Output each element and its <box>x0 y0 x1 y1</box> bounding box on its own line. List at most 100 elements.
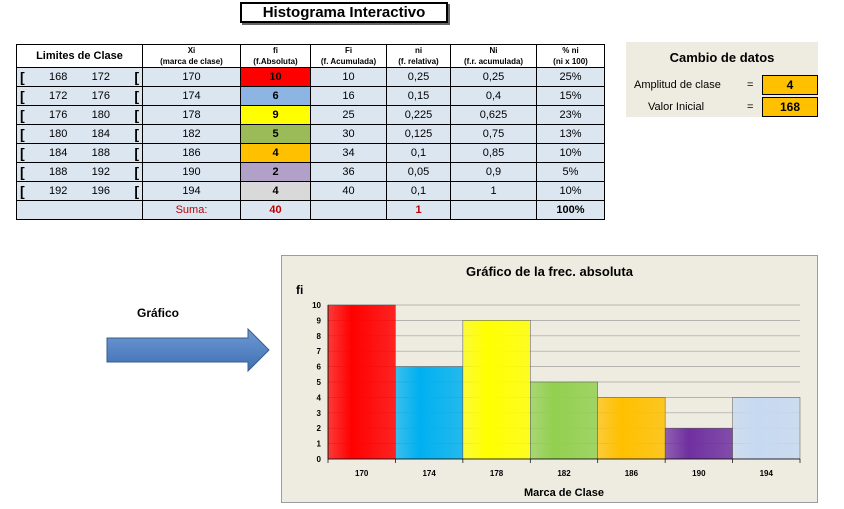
class-limits-cell: [184 188 [ <box>16 143 143 163</box>
amplitud-row: Amplitud de clase = 4 <box>626 75 818 95</box>
header-fi: fi (f.Absoluta) <box>240 44 311 68</box>
inicial-row: Valor Inicial = 168 <box>626 97 818 117</box>
xi-cell: 178 <box>142 105 241 125</box>
class-limits-cell: [180 184 [ <box>16 124 143 144</box>
lower-limit: 176 <box>48 109 68 121</box>
lower-limit: 180 <box>48 128 68 140</box>
sum-label: Suma: <box>142 200 241 220</box>
upper-limit: 180 <box>91 109 111 121</box>
xi-cell: 190 <box>142 162 241 182</box>
bracket: [ <box>20 88 25 104</box>
table-row: [172 176 [174 6 16 0,15 0,4 15% <box>16 86 605 106</box>
Ni-cell: 0,25 <box>450 67 537 87</box>
bar <box>664 427 733 460</box>
header-pct: % ni (ni x 100) <box>536 44 605 68</box>
pct-cell: 13% <box>536 124 605 144</box>
header-xi: Xi (marca de clase) <box>142 44 241 68</box>
class-limits-cell: [192 196 [ <box>16 181 143 201</box>
bracket: [ <box>134 164 139 180</box>
header-Fi: Fi (f. Acumulada) <box>310 44 387 68</box>
Ni-cell: 1 <box>450 181 537 201</box>
y-tick-label: 7 <box>317 347 322 356</box>
Fi-cell: 25 <box>310 105 387 125</box>
pct-cell: 10% <box>536 143 605 163</box>
change-data-title: Cambio de datos <box>669 50 775 65</box>
ni-cell: 0,225 <box>386 105 451 125</box>
frequency-table: Limites de Clase Xi (marca de clase) fi (f… <box>16 44 605 220</box>
Ni-cell: 0,75 <box>450 124 537 144</box>
class-limits-cell: [176 180 [ <box>16 105 143 125</box>
fi-cell: 2 <box>240 162 311 182</box>
bracket: [ <box>134 183 139 199</box>
upper-limit: 176 <box>91 90 111 102</box>
sum-pct: 100% <box>536 200 605 220</box>
histogram-chart: Gráfico de la frec. absoluta 0 1 2 3 4 5 6 7 8 9 1… <box>281 255 818 503</box>
Fi-cell: 40 <box>310 181 387 201</box>
bracket: [ <box>134 145 139 161</box>
table-row: [180 184 [182 5 30 0,125 0,75 13% <box>16 124 605 144</box>
x-tick-label: 194 <box>760 469 774 478</box>
bracket: [ <box>20 183 25 199</box>
ni-cell: 0,05 <box>386 162 451 182</box>
bar <box>462 320 531 460</box>
pct-cell: 15% <box>536 86 605 106</box>
bar <box>732 397 801 460</box>
chart-title: Gráfico de la frec. absoluta <box>466 264 633 279</box>
ni-cell: 0,1 <box>386 143 451 163</box>
xi-cell: 182 <box>142 124 241 144</box>
Ni-cell: 0,4 <box>450 86 537 106</box>
pct-cell: 25% <box>536 67 605 87</box>
pct-cell: 10% <box>536 181 605 201</box>
change-data-panel: Cambio de datos Amplitud de clase = 4 Va… <box>626 42 818 117</box>
sum-spacer <box>16 200 143 220</box>
Ni-cell: 0,85 <box>450 143 537 163</box>
y-tick-label: 9 <box>317 316 322 325</box>
header-Ni: Ni (f.r. acumulada) <box>450 44 537 68</box>
class-limits-cell: [168 172 [ <box>16 67 143 87</box>
amplitud-label: Amplitud de clase <box>634 79 721 91</box>
upper-limit: 196 <box>91 185 111 197</box>
bracket: [ <box>20 107 25 123</box>
table-row: [184 188 [186 4 34 0,1 0,85 10% <box>16 143 605 163</box>
x-axis-label: Marca de Clase <box>524 487 604 499</box>
upper-limit: 188 <box>91 147 111 159</box>
ni-cell: 0,125 <box>386 124 451 144</box>
page-title: Histograma Interactivo <box>240 2 448 23</box>
sum-ni: 1 <box>386 200 451 220</box>
bracket: [ <box>134 88 139 104</box>
inicial-label: Valor Inicial <box>648 101 705 113</box>
ni-cell: 0,1 <box>386 181 451 201</box>
sum-row: Suma: 40 1 100% <box>16 200 605 220</box>
amplitud-input[interactable]: 4 <box>762 75 818 95</box>
y-tick-label: 3 <box>317 409 322 418</box>
y-tick-label: 1 <box>317 440 322 449</box>
Fi-cell: 34 <box>310 143 387 163</box>
lower-limit: 172 <box>48 90 68 102</box>
equals-sign: = <box>747 101 754 113</box>
upper-limit: 184 <box>91 128 111 140</box>
Ni-cell: 0,625 <box>450 105 537 125</box>
pct-cell: 23% <box>536 105 605 125</box>
equals-sign: = <box>747 79 754 91</box>
fi-cell: 4 <box>240 181 311 201</box>
pct-cell: 5% <box>536 162 605 182</box>
inicial-input[interactable]: 168 <box>762 97 818 117</box>
sum-spacer <box>310 200 387 220</box>
x-tick-label: 186 <box>625 469 639 478</box>
header-ni: ni (f. relativa) <box>386 44 451 68</box>
fi-cell: 9 <box>240 105 311 125</box>
y-tick-label: 5 <box>317 378 322 387</box>
table-row: [176 180 [178 9 25 0,225 0,625 23% <box>16 105 605 125</box>
xi-cell: 170 <box>142 67 241 87</box>
y-tick-label: 8 <box>317 332 322 341</box>
y-tick-label: 2 <box>317 424 322 433</box>
bracket: [ <box>20 164 25 180</box>
y-tick-label: 4 <box>317 393 322 402</box>
bar <box>395 366 464 460</box>
lower-limit: 184 <box>48 147 68 159</box>
x-tick-label: 182 <box>557 469 571 478</box>
header-limites: Limites de Clase <box>16 44 143 68</box>
table-row: [188 192 [190 2 36 0,05 0,9 5% <box>16 162 605 182</box>
bracket: [ <box>134 107 139 123</box>
Fi-cell: 10 <box>310 67 387 87</box>
